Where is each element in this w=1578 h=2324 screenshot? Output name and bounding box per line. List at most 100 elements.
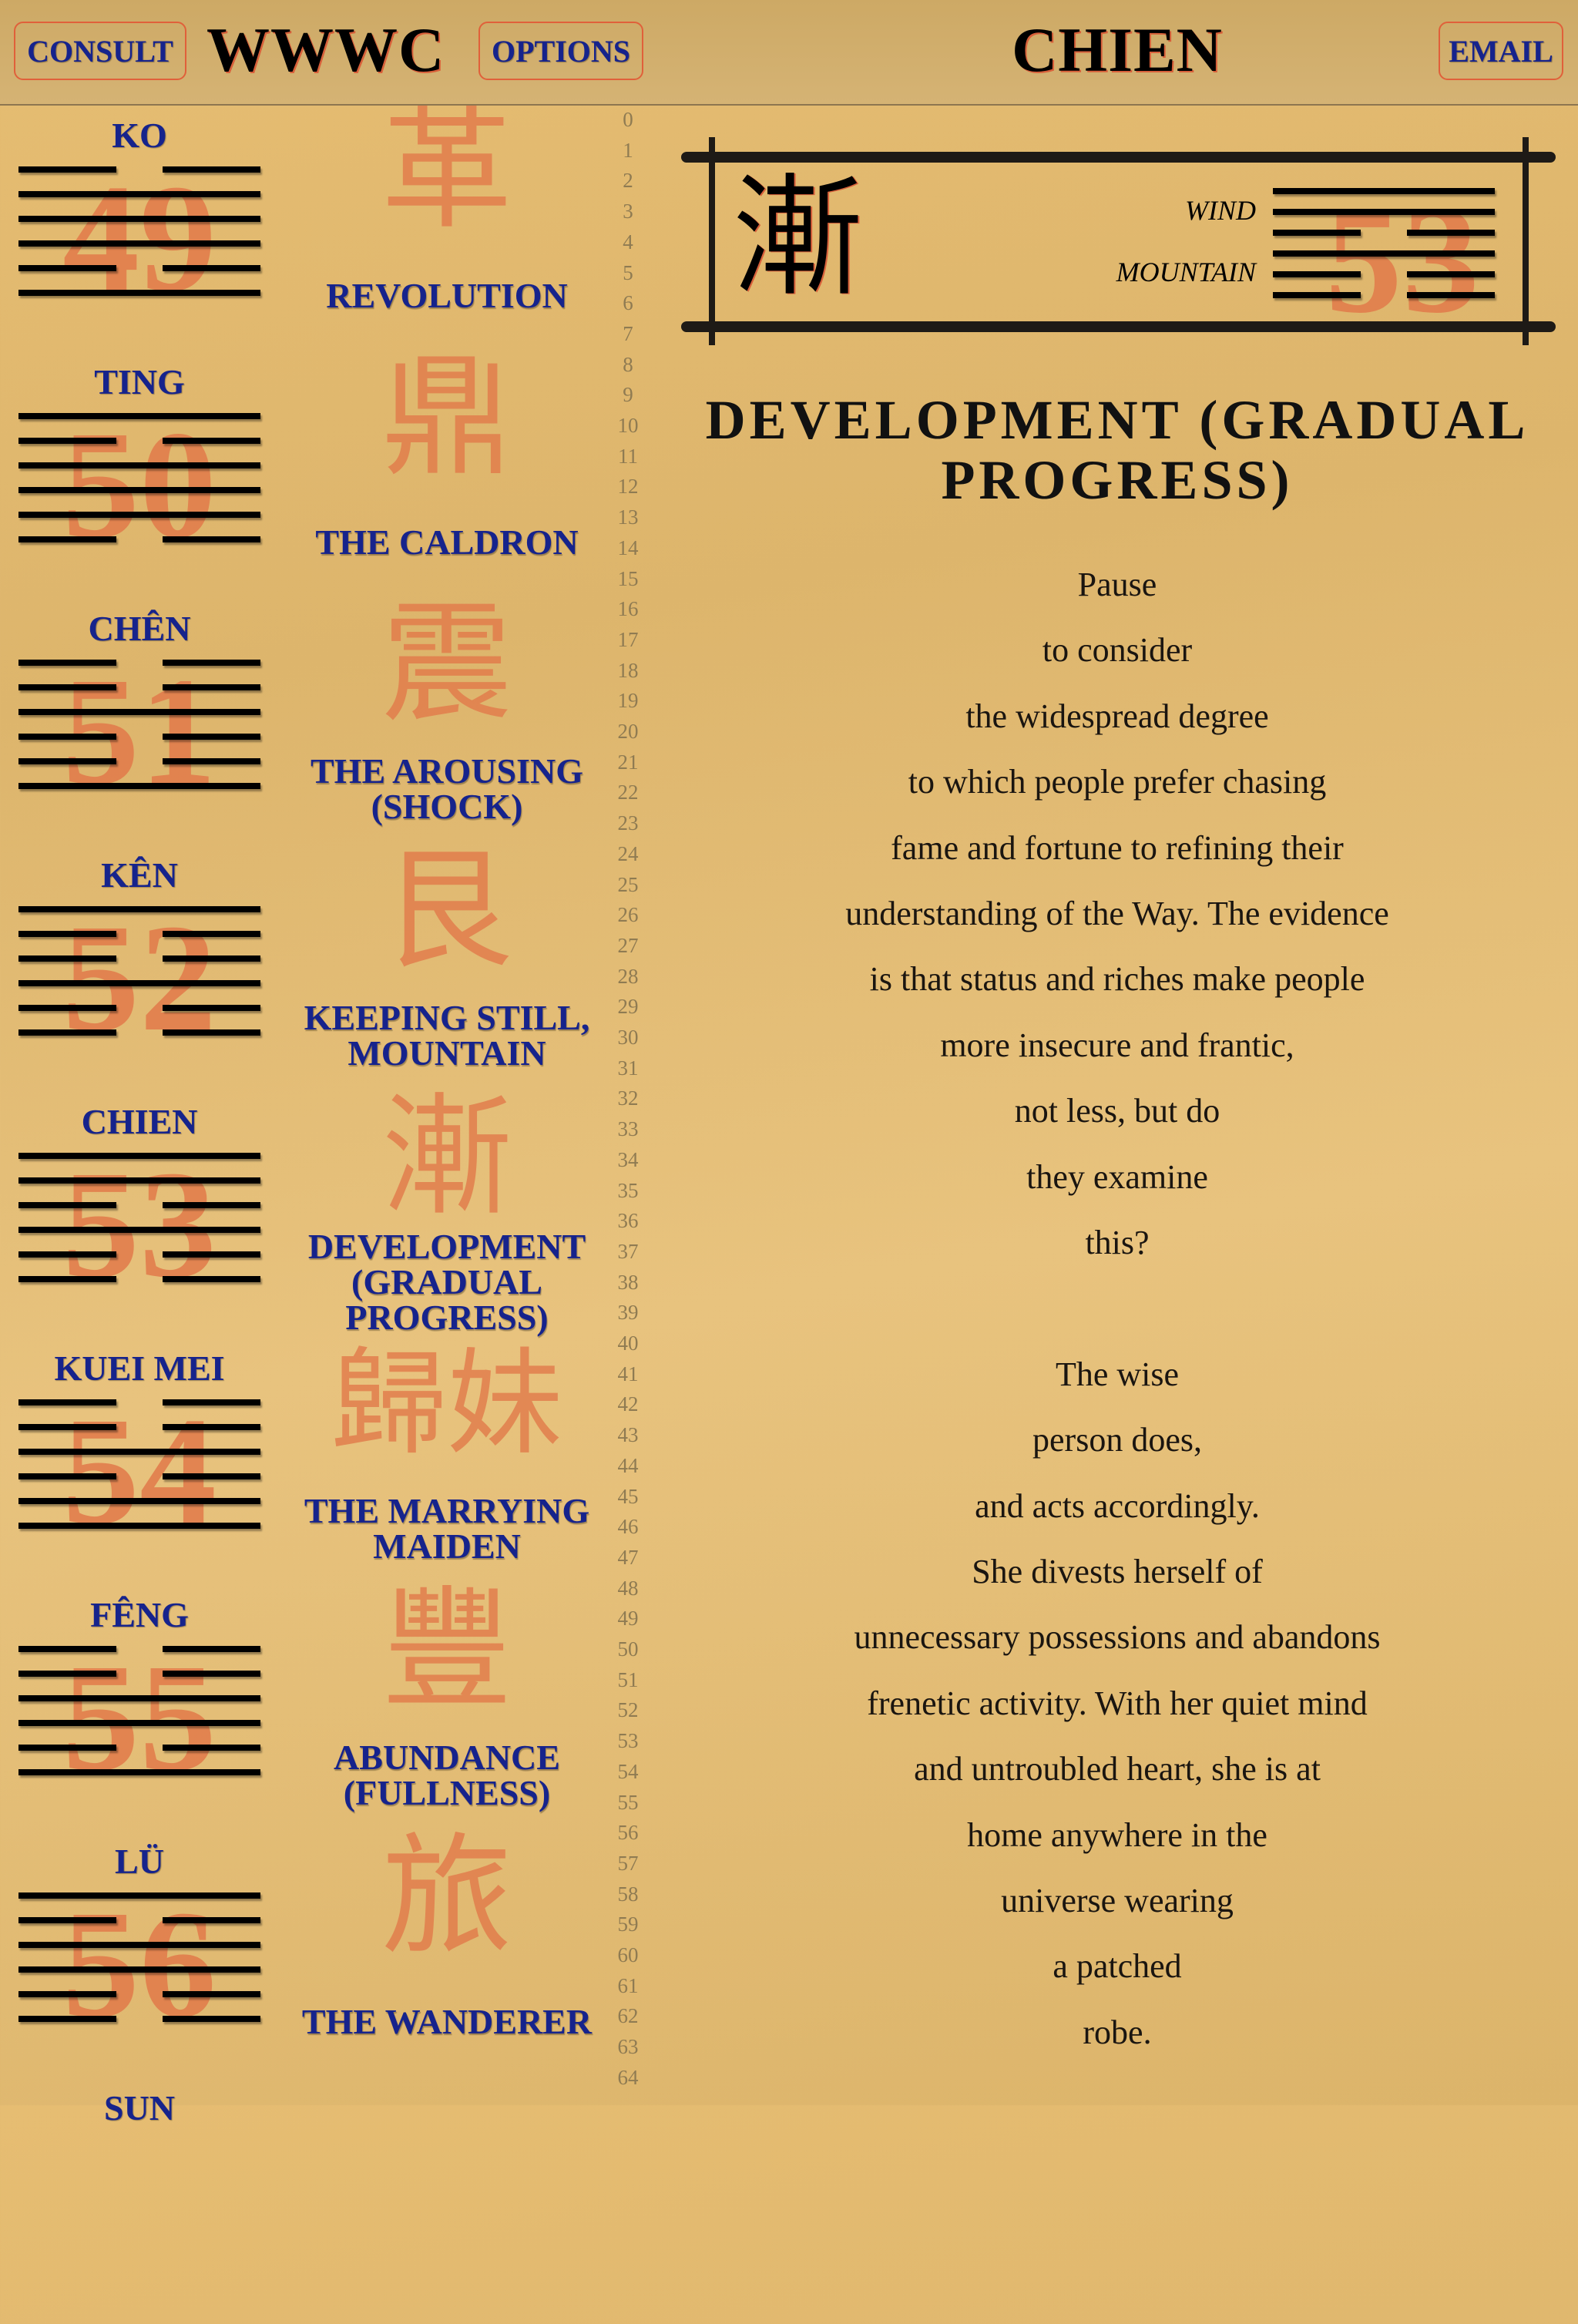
index-number[interactable]: 44: [617, 1453, 639, 1477]
email-button[interactable]: EMAIL: [1439, 22, 1563, 80]
broken-line-right: [163, 1917, 260, 1923]
index-number[interactable]: 16: [617, 597, 639, 621]
solid-line: [18, 1153, 260, 1159]
index-number[interactable]: 19: [617, 689, 639, 713]
index-number[interactable]: 56: [617, 1821, 639, 1845]
options-button[interactable]: OPTIONS: [478, 22, 643, 80]
index-number[interactable]: 46: [617, 1515, 639, 1539]
index-number[interactable]: 23: [617, 811, 639, 835]
index-number[interactable]: 36: [617, 1209, 639, 1233]
index-number[interactable]: 11: [618, 444, 638, 468]
hexagram-name-text: THE MARRYING MAIDEN: [304, 1491, 590, 1566]
box-right-bar: [1523, 137, 1529, 345]
index-number[interactable]: 39: [617, 1301, 639, 1325]
index-number[interactable]: 13: [617, 505, 639, 529]
index-number[interactable]: 52: [617, 1698, 639, 1722]
consult-button[interactable]: CONSULT: [14, 22, 186, 80]
index-number[interactable]: 24: [617, 841, 639, 865]
hexagram-list-item[interactable]: KÊN 52 艮 KEEPING STILL, MOUNTAIN: [0, 845, 616, 1091]
index-number[interactable]: 29: [617, 995, 639, 1019]
index-number[interactable]: 12: [617, 475, 639, 499]
index-number[interactable]: 21: [617, 750, 639, 774]
index-number[interactable]: 32: [617, 1086, 639, 1110]
commentary-line: they examine: [1026, 1157, 1208, 1196]
index-number[interactable]: 28: [617, 964, 639, 988]
index-number[interactable]: 34: [617, 1147, 639, 1171]
index-number[interactable]: 31: [617, 1056, 639, 1080]
index-number[interactable]: 9: [623, 383, 633, 407]
commentary-line: She divests herself of: [972, 1553, 1263, 1590]
broken-line-left: [18, 1029, 116, 1036]
index-number[interactable]: 0: [623, 108, 633, 131]
broken-line-left: [18, 684, 116, 690]
app-title: WWWC: [206, 15, 445, 85]
index-number[interactable]: 48: [617, 1576, 639, 1600]
index-number[interactable]: 30: [617, 1026, 639, 1049]
index-number[interactable]: 33: [617, 1117, 639, 1141]
index-number[interactable]: 14: [617, 536, 639, 559]
index-number[interactable]: 8: [623, 352, 633, 376]
index-number[interactable]: 37: [617, 1239, 639, 1263]
index-number[interactable]: 20: [617, 720, 639, 743]
index-number[interactable]: 38: [617, 1270, 639, 1294]
index-number[interactable]: 53: [617, 1729, 639, 1753]
index-number[interactable]: 50: [617, 1637, 639, 1661]
index-number[interactable]: 59: [617, 1913, 639, 1936]
index-number[interactable]: 57: [617, 1851, 639, 1875]
index-number[interactable]: 15: [617, 566, 639, 590]
hexagram-name: KEEPING STILL, MOUNTAIN: [285, 982, 609, 1090]
index-number[interactable]: 22: [617, 781, 639, 804]
hexagram-list-item[interactable]: LÜ 56 旅 THE WANDERER: [0, 1831, 616, 2077]
index-number[interactable]: 5: [623, 260, 633, 284]
index-number[interactable]: 2: [623, 169, 633, 193]
index-number[interactable]: 49: [617, 1607, 639, 1630]
index-number[interactable]: 58: [617, 1882, 639, 1906]
index-number[interactable]: 18: [617, 658, 639, 682]
commentary-line: robe.: [1083, 2013, 1152, 2051]
hexagram-list-item[interactable]: TING 50 鼎 THE CALDRON: [0, 351, 616, 598]
index-number[interactable]: 42: [617, 1392, 639, 1416]
broken-line-left: [18, 1005, 116, 1011]
commentary-line: not less, but do: [1014, 1092, 1220, 1130]
hexagram-list-item[interactable]: SUN: [0, 2077, 616, 2324]
broken-line-right: [1407, 271, 1495, 277]
index-number[interactable]: 1: [623, 138, 633, 162]
index-number[interactable]: 45: [617, 1484, 639, 1508]
hexagram-list-item[interactable]: CHIEN 53 漸 DEVELOPMENT (GRADUAL PROGRESS): [0, 1091, 616, 1338]
index-number[interactable]: 4: [623, 230, 633, 254]
index-number[interactable]: 51: [617, 1667, 639, 1691]
index-number[interactable]: 61: [617, 1973, 639, 1997]
broken-line-right: [163, 1202, 260, 1208]
index-number[interactable]: 43: [617, 1423, 639, 1447]
index-number[interactable]: 27: [617, 933, 639, 957]
index-number[interactable]: 25: [617, 872, 639, 896]
index-number[interactable]: 35: [617, 1178, 639, 1202]
hexagram-list-item[interactable]: FÊNG 55 豐 ABUNDANCE (FULLNESS): [0, 1584, 616, 1831]
broken-line-left: [18, 734, 116, 740]
index-number[interactable]: 63: [617, 2035, 639, 2059]
hexagram-list-item[interactable]: KO 49 革 REVOLUTION: [0, 105, 616, 351]
index-number[interactable]: 26: [617, 903, 639, 927]
hexagram-list-item[interactable]: KUEI MEI 54 歸妹 THE MARRYING MAIDEN: [0, 1338, 616, 1584]
index-number[interactable]: 62: [617, 2004, 639, 2028]
solid-line: [18, 1227, 260, 1233]
commentary-line: more insecure and frantic,: [940, 1026, 1294, 1064]
index-number[interactable]: 6: [623, 291, 633, 315]
index-number[interactable]: 47: [617, 1545, 639, 1569]
index-number[interactable]: 40: [617, 1332, 639, 1355]
index-number[interactable]: 60: [617, 1943, 639, 1966]
index-number[interactable]: 54: [617, 1759, 639, 1783]
index-number[interactable]: 10: [617, 414, 639, 437]
hexagram-chinese-char: 漸: [381, 1086, 512, 1231]
solid-line: [18, 1498, 260, 1504]
index-number[interactable]: 64: [617, 2065, 639, 2089]
hexagram-list-item[interactable]: CHÊN 51 震 THE AROUSING (SHOCK): [0, 598, 616, 845]
index-number[interactable]: 55: [617, 1790, 639, 1814]
broken-line-left: [18, 1424, 116, 1430]
index-number[interactable]: 3: [623, 200, 633, 223]
index-number[interactable]: 17: [617, 627, 639, 651]
index-number[interactable]: 41: [617, 1362, 639, 1385]
index-number[interactable]: 7: [623, 321, 633, 345]
commentary-line: Pause: [1077, 566, 1157, 603]
broken-line-right: [163, 734, 260, 740]
